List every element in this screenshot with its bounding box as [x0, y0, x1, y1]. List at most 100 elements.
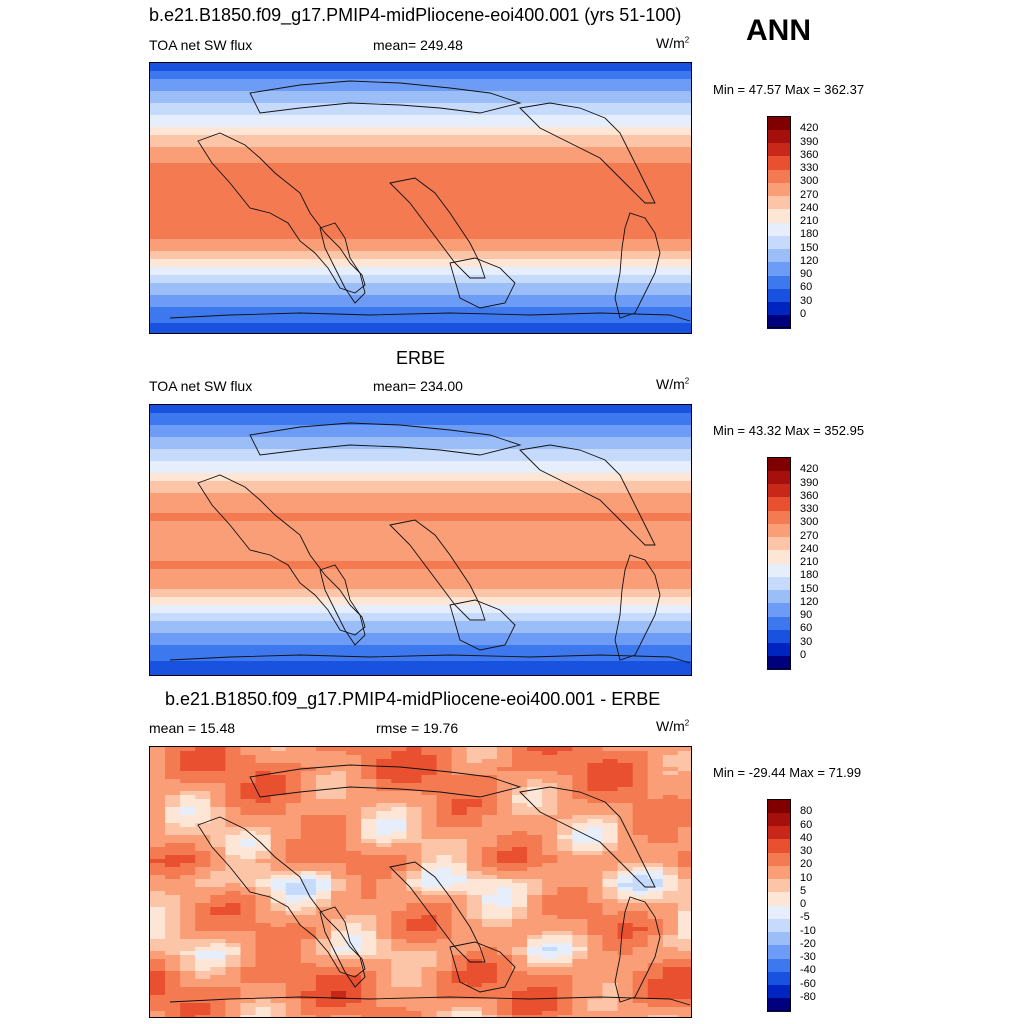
contour-cell	[195, 827, 211, 832]
contour-cell	[315, 975, 332, 980]
contour-cell	[150, 469, 691, 474]
contour-cell	[406, 983, 423, 988]
contour-cell	[436, 763, 453, 768]
colorbar-swatch	[767, 116, 791, 130]
contour-cell	[255, 955, 272, 960]
contour-cell	[240, 763, 257, 768]
contour-cell	[632, 803, 649, 808]
contour-cell	[225, 987, 242, 992]
contour-cell	[677, 927, 691, 932]
contour-cell	[557, 795, 573, 800]
contour-cell	[210, 775, 227, 780]
contour-cell	[602, 803, 619, 808]
contour-cell	[315, 903, 332, 908]
contour-cell	[270, 755, 287, 760]
contour-cell	[451, 795, 468, 800]
contour-cell	[677, 919, 691, 924]
contour-cell	[225, 835, 242, 840]
contour-cell	[391, 815, 408, 820]
contour-cell	[451, 895, 468, 900]
contour-cell	[632, 923, 649, 928]
contour-cell	[270, 935, 287, 940]
colorbar-swatch	[767, 314, 791, 329]
contour-cell	[315, 931, 332, 936]
contour-cell	[602, 791, 619, 796]
contour-cell	[270, 1015, 287, 1017]
contour-cell	[150, 63, 691, 68]
contour-cell	[557, 843, 573, 848]
contour-cell	[346, 767, 362, 772]
contour-cell	[617, 815, 634, 820]
contour-cell	[376, 935, 392, 940]
contour-cell	[255, 883, 272, 888]
contour-cell	[512, 823, 528, 828]
contour-cell	[602, 895, 619, 900]
contour-cell	[391, 767, 408, 772]
contour-cell	[451, 843, 468, 848]
contour-cell	[225, 795, 242, 800]
contour-cell	[150, 115, 691, 120]
contour-cell	[210, 795, 227, 800]
contour-cell	[451, 779, 468, 784]
contour-cell	[180, 979, 196, 984]
contour-cell	[602, 839, 619, 844]
contour-cell	[225, 907, 242, 912]
panel2-mean-label: mean= 234.00	[373, 378, 463, 394]
contour-cell	[165, 775, 181, 780]
contour-cell	[376, 835, 392, 840]
contour-cell	[391, 987, 408, 992]
contour-cell	[451, 875, 468, 880]
contour-cell	[436, 751, 453, 756]
contour-cell	[180, 963, 196, 968]
contour-cell	[421, 983, 438, 988]
contour-cell	[572, 763, 589, 768]
colorbar-swatch	[767, 891, 791, 906]
contour-cell	[587, 951, 604, 956]
contour-cell	[572, 895, 589, 900]
contour-cell	[391, 871, 408, 876]
contour-cell	[150, 839, 166, 844]
contour-cell	[436, 891, 453, 896]
contour-cell	[195, 747, 211, 752]
contour-cell	[150, 453, 691, 458]
contour-cell	[451, 919, 468, 924]
contour-cell	[496, 995, 513, 1000]
contour-cell	[466, 1011, 483, 1016]
contour-cell	[617, 963, 634, 968]
contour-cell	[557, 1007, 573, 1012]
contour-cell	[195, 767, 211, 772]
contour-cell	[421, 931, 438, 936]
contour-cell	[150, 187, 691, 192]
contour-cell	[602, 1015, 619, 1017]
contour-cell	[587, 799, 604, 804]
contour-cell	[451, 907, 468, 912]
contour-cell	[195, 919, 211, 924]
contour-cell	[451, 847, 468, 852]
contour-cell	[436, 867, 453, 872]
contour-cell	[647, 883, 664, 888]
contour-cell	[527, 943, 543, 948]
contour-cell	[512, 871, 528, 876]
contour-cell	[180, 819, 196, 824]
contour-cell	[346, 959, 362, 964]
contour-cell	[677, 831, 691, 836]
contour-cell	[481, 903, 498, 908]
contour-cell	[150, 521, 691, 526]
contour-cell	[662, 967, 679, 972]
contour-cell	[406, 1011, 423, 1016]
contour-cell	[285, 907, 302, 912]
contour-cell	[466, 763, 483, 768]
contour-cell	[285, 931, 302, 936]
contour-cell	[512, 943, 528, 948]
contour-cell	[602, 747, 619, 752]
contour-cell	[617, 883, 634, 888]
contour-cell	[632, 975, 649, 980]
contour-cell	[496, 859, 513, 864]
contour-cell	[587, 803, 604, 808]
contour-cell	[255, 1003, 272, 1008]
contour-cell	[240, 891, 257, 896]
contour-cell	[225, 811, 242, 816]
contour-cell	[617, 787, 634, 792]
contour-cell	[527, 795, 543, 800]
panel3-units: W/m2	[656, 718, 690, 734]
